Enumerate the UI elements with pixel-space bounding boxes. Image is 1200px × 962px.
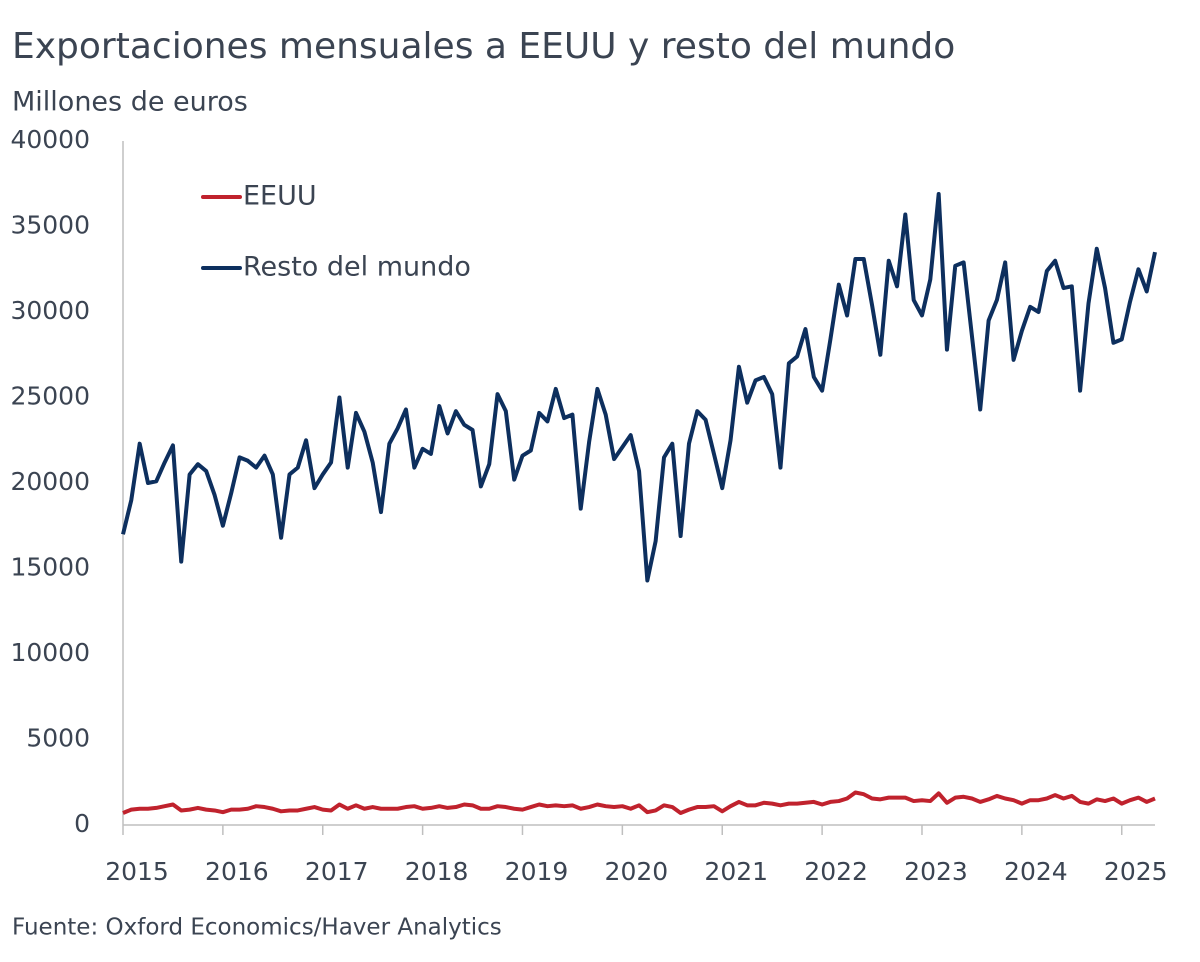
source: Fuente: Oxford Economics/Haver Analytics (12, 915, 502, 941)
legend-label: EEUU (243, 181, 317, 212)
x-tick-label: 2025 (1104, 857, 1168, 886)
chart-subtitle: Millones de euros (12, 87, 248, 118)
y-tick-label: 20000 (10, 467, 90, 496)
y-tick-label: 5000 (26, 724, 90, 753)
line-series (121, 192, 1157, 583)
line-series (122, 790, 1156, 816)
y-tick-label: 40000 (10, 125, 90, 154)
x-tick-label: 2023 (904, 857, 968, 886)
legend-label: Resto del mundo (243, 252, 471, 283)
y-tick-label: 30000 (10, 296, 90, 325)
x-tick-label: 2022 (804, 857, 868, 886)
y-tick-label: 25000 (10, 382, 90, 411)
x-tick-label: 2021 (704, 857, 768, 886)
x-tick-label: 2016 (205, 857, 269, 886)
y-tick-label: 0 (74, 809, 90, 838)
y-tick-label: 35000 (10, 211, 90, 240)
x-tick-label: 2017 (305, 857, 369, 886)
y-tick-label: 15000 (10, 553, 90, 582)
x-tick-label: 2019 (505, 857, 569, 886)
x-tick-label: 2024 (1004, 857, 1068, 886)
chart-title: Exportaciones mensuales a EEUU y resto d… (12, 26, 955, 67)
x-tick-label: 2020 (605, 857, 669, 886)
x-tick-label: 2015 (105, 857, 169, 886)
x-tick-label: 2018 (405, 857, 469, 886)
y-tick-label: 10000 (10, 638, 90, 667)
